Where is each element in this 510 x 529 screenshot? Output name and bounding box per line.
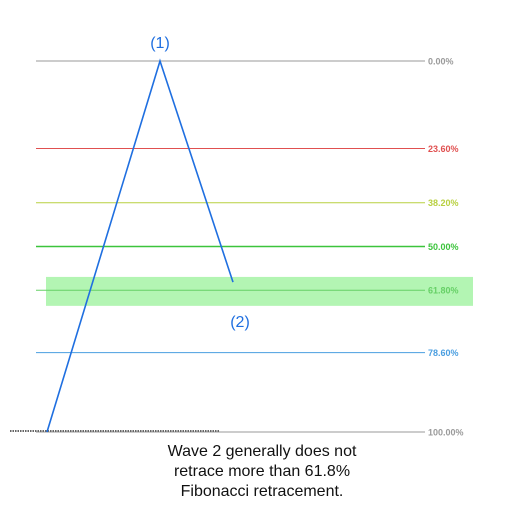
caption: Wave 2 generally does not — [168, 443, 357, 460]
caption: retrace more than 61.8% — [174, 463, 350, 480]
level-label: 50.00% — [428, 242, 459, 252]
wave-line — [46, 58, 234, 433]
wave-label: (1) — [150, 35, 170, 52]
level-label: 38.20% — [428, 198, 459, 208]
level-label: 0.00% — [428, 56, 454, 66]
level-label: 23.60% — [428, 144, 459, 154]
highlight-zone — [46, 276, 473, 306]
level-label: 61.80% — [428, 286, 459, 296]
caption: Fibonacci retracement. — [181, 483, 344, 500]
level-label: 100.00% — [428, 427, 464, 437]
level-label: 78.60% — [428, 348, 459, 358]
wave-label: (2) — [230, 314, 250, 331]
